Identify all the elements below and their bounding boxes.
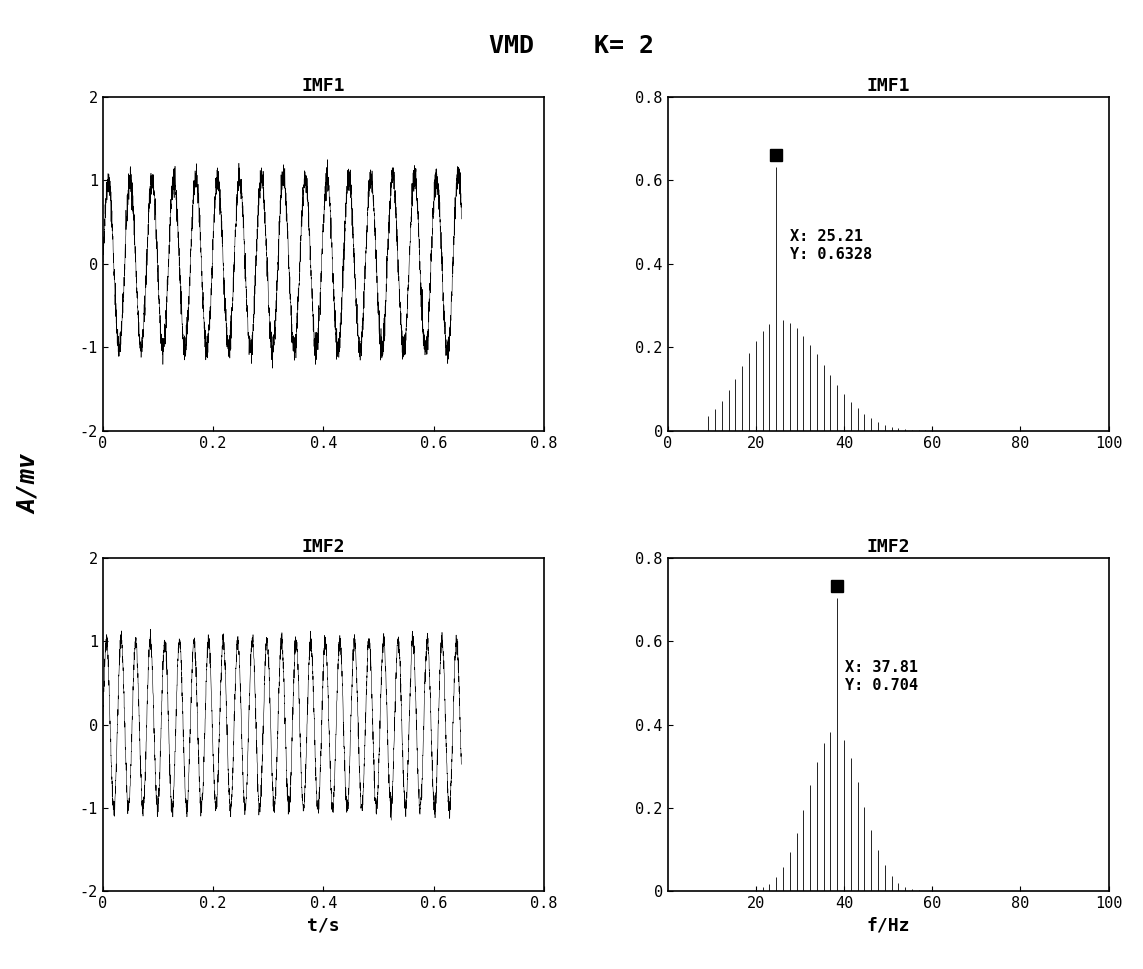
Text: X: 37.81
Y: 0.704: X: 37.81 Y: 0.704 <box>846 660 918 693</box>
Title: IMF1: IMF1 <box>866 78 910 95</box>
Text: X: 25.21
Y: 0.6328: X: 25.21 Y: 0.6328 <box>790 230 872 262</box>
Title: IMF2: IMF2 <box>302 538 345 556</box>
Title: IMF1: IMF1 <box>302 78 345 95</box>
X-axis label: t/s: t/s <box>307 917 339 935</box>
Text: A/mv: A/mv <box>17 454 40 515</box>
X-axis label: f/Hz: f/Hz <box>866 917 910 935</box>
Text: VMD    K= 2: VMD K= 2 <box>489 34 654 58</box>
Title: IMF2: IMF2 <box>866 538 910 556</box>
